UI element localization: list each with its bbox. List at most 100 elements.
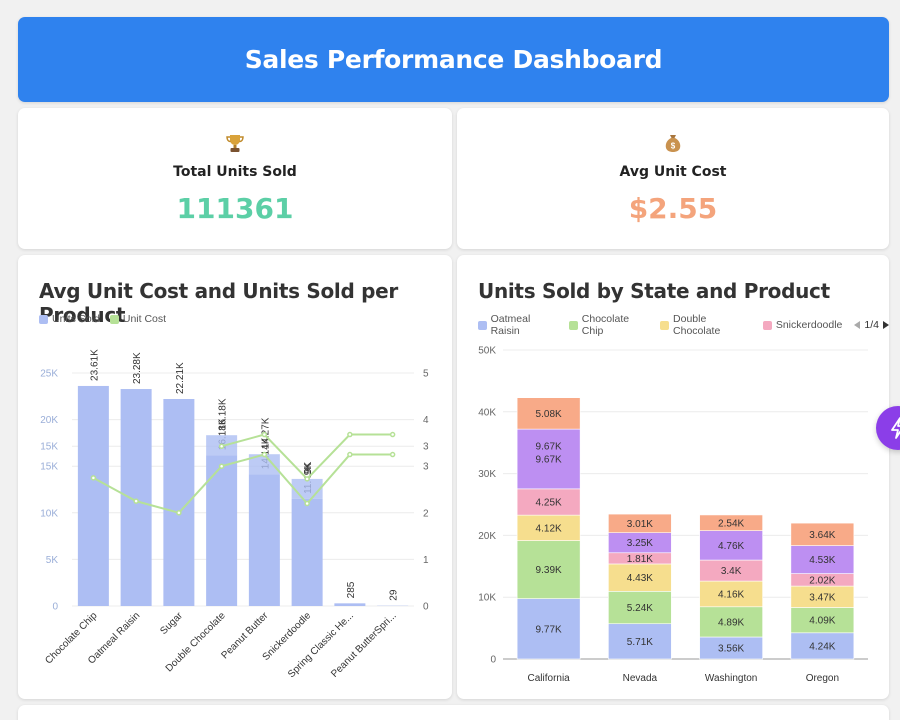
legend-item[interactable]: Snickerdoodle: [762, 319, 843, 331]
bar-units-sold: [291, 498, 323, 606]
y-tick-label-left: 15K: [40, 462, 58, 473]
legend-label: Snickerdoodle: [775, 319, 843, 331]
legend-item[interactable]: Oatmeal Raisin: [478, 313, 559, 337]
legend-prev-icon[interactable]: [854, 321, 861, 329]
line-point: [90, 475, 97, 481]
segment-data-label: 9.67K: [536, 454, 562, 465]
line-point: [261, 431, 268, 438]
segment-data-label: 4.24K: [809, 641, 835, 652]
bar-units-sold: [163, 399, 195, 606]
legend-label: Double Chocolate: [673, 313, 721, 337]
chart-title: Units Sold by State and Product: [478, 279, 830, 303]
x-tick-label: Oregon: [806, 673, 839, 684]
segment-data-label: 3.01K: [627, 519, 653, 530]
segment-data-label: 9.77K: [536, 624, 562, 635]
line-point: [304, 500, 310, 507]
legend-label: Chocolate Chip: [581, 313, 630, 337]
legend-item[interactable]: Chocolate Chip: [569, 313, 650, 337]
segment-data-label: 3.56K: [718, 643, 744, 654]
y-tick-label-left: 5K: [46, 555, 59, 566]
legend-swatch: [660, 320, 670, 330]
assistant-fab-button[interactable]: [876, 406, 900, 450]
chart-card-products: Avg Unit Cost and Units Sold per Product…: [18, 255, 452, 699]
segment-data-label: 3.64K: [809, 530, 835, 541]
segment-data-label: 5.24K: [627, 603, 653, 614]
legend-item[interactable]: Units Sold: [39, 313, 100, 325]
legend-item[interactable]: Double Chocolate: [660, 313, 752, 337]
bar-ghost: [248, 454, 280, 475]
x-tick-label: California: [528, 673, 571, 684]
segment-data-label: 2.02K: [809, 575, 835, 586]
bar-data-label: 29: [389, 589, 400, 601]
lightning-icon: [891, 417, 900, 439]
bar-units-sold: [77, 385, 109, 606]
stacked-bar-segment: [516, 488, 581, 516]
y-tick-label-left: 10K: [40, 508, 58, 519]
bar-data-label: 16.18K: [218, 398, 229, 430]
y-tick-label: 50K: [478, 346, 496, 357]
segment-data-label: 4.12K: [536, 523, 562, 534]
legend-swatch: [478, 320, 487, 330]
money-bag-icon: $: [665, 135, 681, 152]
stacked-bar-segment: [516, 397, 581, 430]
line-point: [133, 498, 139, 504]
line-point: [261, 451, 268, 458]
stacked-bar-segment: [608, 591, 672, 625]
line-unit-cost: [92, 453, 393, 514]
stacked-bar-segment: [516, 514, 581, 541]
y-tick-label-right: 5: [423, 369, 429, 380]
segment-data-label: 1.81K: [627, 554, 653, 565]
next-card: [18, 705, 889, 720]
line-point: [347, 431, 353, 438]
segment-data-label: 2.54K: [718, 518, 744, 529]
bar-units-sold: [120, 389, 152, 606]
y-tick-label: 10K: [478, 593, 496, 604]
line-point: [218, 443, 225, 449]
segment-data-label: 4.89K: [718, 617, 744, 628]
dashboard-header: Sales Performance Dashboard: [18, 17, 889, 102]
y-tick-label-right: 4: [423, 415, 429, 426]
legend-swatch: [762, 320, 772, 330]
stacked-bar-segment: [516, 428, 581, 490]
bar-data-label: 16.18K: [218, 418, 229, 450]
dashboard-title: Sales Performance Dashboard: [244, 45, 663, 74]
stacked-bar-segment: [516, 540, 581, 599]
kpi-card-avg-cost: $ Avg Unit Cost $2.55: [457, 108, 889, 249]
legend-next-icon[interactable]: [883, 321, 889, 329]
kpi-card-total-units: Total Units Sold 111361: [18, 108, 452, 249]
line-point: [218, 463, 225, 469]
bar-units-sold: [206, 455, 238, 606]
segment-data-label: 5.08K: [536, 409, 562, 420]
stacked-bar-segment: [608, 513, 672, 533]
segment-data-label: 4.16K: [718, 589, 744, 600]
stacked-bar-segment: [790, 522, 855, 546]
segment-data-label: 4.53K: [809, 555, 835, 566]
line-point: [347, 451, 353, 458]
chart-legend: Oatmeal Raisin Chocolate Chip Double Cho…: [478, 313, 889, 337]
svg-text:$: $: [671, 142, 676, 151]
legend-pager: 1/4: [854, 319, 889, 331]
y-tick-label-right: 3: [423, 442, 429, 453]
x-tick-label: Nevada: [623, 673, 658, 684]
segment-data-label: 9.67K: [536, 441, 562, 452]
legend-swatch: [109, 314, 119, 324]
legend-item[interactable]: Unit Cost: [109, 313, 167, 325]
y-tick-label: 40K: [478, 407, 496, 418]
legend-swatch: [39, 314, 48, 324]
y-tick-label-right: 2: [423, 508, 429, 519]
stacked-bar-segment: [699, 606, 763, 638]
legend-label: Unit Cost: [122, 313, 167, 325]
combo-chart: 0 5K 10K 15K 20K 25K 0 1 2 3 4 5 15K 3 23.61K 23.28K 22.…: [40, 349, 429, 680]
kpi-value-avg-cost: $2.55: [628, 192, 718, 225]
y-tick-label-left: 20K: [40, 415, 58, 426]
segment-data-label: 4.76K: [718, 541, 744, 552]
y-tick-label-right: 1: [423, 555, 429, 566]
line-point: [389, 431, 396, 438]
legend-swatch: [569, 320, 578, 330]
bar-data-label: 23.28K: [132, 352, 143, 384]
y-tick-label: 0: [490, 655, 496, 666]
chart-legend: Units Sold Unit Cost: [39, 313, 176, 325]
legend-label: Oatmeal Raisin: [490, 313, 531, 337]
stacked-bar-segment: [790, 632, 855, 660]
segment-data-label: 3.4K: [721, 566, 742, 577]
